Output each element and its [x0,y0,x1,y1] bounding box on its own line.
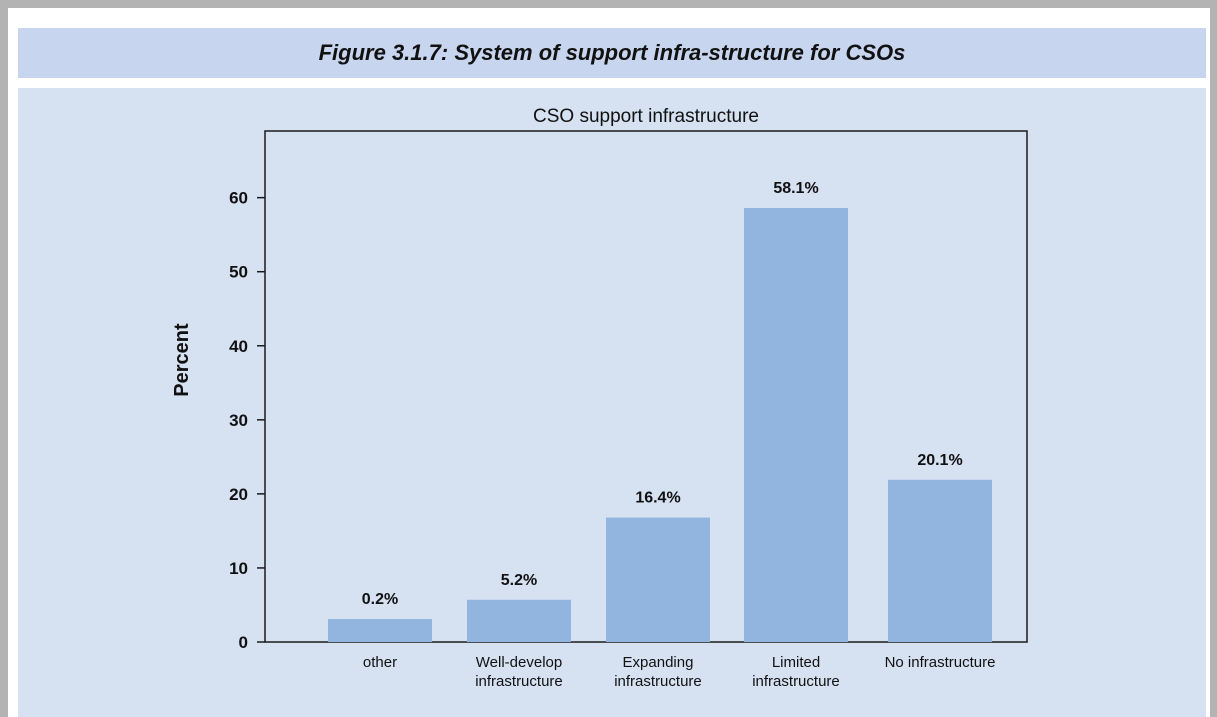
bar-data-label: 58.1% [773,180,818,197]
x-tick-label: No infrastructure [885,654,996,671]
x-tick-label: Expanding [623,654,694,671]
bar-data-label: 20.1% [917,452,962,469]
bar [328,619,432,642]
y-axis-label: Percent [171,323,193,397]
y-tick-label: 10 [229,559,248,578]
x-tick-label: infrastructure [475,673,563,690]
chart-title: CSO support infrastructure [533,106,759,127]
x-tick-label: infrastructure [752,673,840,690]
bar [606,517,710,642]
y-tick-label: 40 [229,337,248,356]
y-tick-label: 60 [229,189,248,208]
bar [467,599,571,642]
x-tick-label: Well-develop [476,654,562,671]
x-tick-label: infrastructure [614,673,702,690]
y-tick-label: 20 [229,485,248,504]
figure-title: Figure 3.1.7: System of support infra-st… [318,40,906,65]
bar-data-label: 16.4% [635,490,680,507]
bar [888,479,992,642]
bars-group: 0.2% 5.2% 16.4% 58.1% 20.1% [328,180,992,642]
x-tick-label: Limited [772,654,820,671]
y-tick-label: 50 [229,263,248,282]
bar-data-label: 0.2% [362,591,398,608]
x-axis: other Well-develop infrastructure Expanding… [363,654,996,690]
y-tick-label: 30 [229,411,248,430]
figure-title-bar: Figure 3.1.7: System of support infra-st… [18,28,1206,78]
x-tick-label: other [363,654,397,671]
bar-data-label: 5.2% [501,572,537,589]
y-tick-label: 0 [239,633,248,652]
y-axis: 0 10 20 30 40 50 60 [229,189,265,652]
bar [744,208,848,642]
